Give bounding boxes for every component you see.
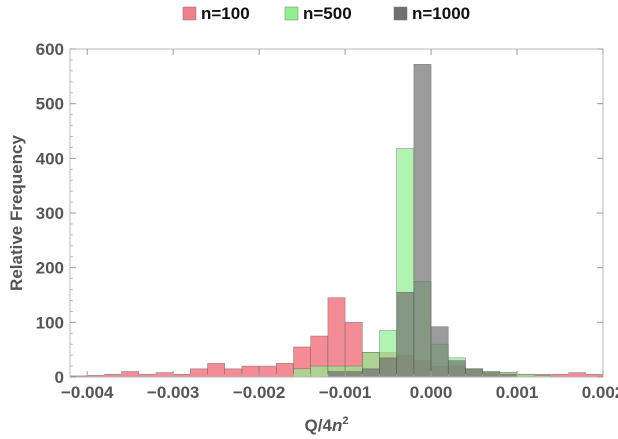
bar [361,368,380,378]
x-tick-label: −0.003 [147,383,199,402]
legend: n=100 n=500 n=1000 [182,4,470,23]
x-axis-label-exponent: 2 [342,415,348,427]
x-tick-label: −0.001 [319,383,371,402]
legend-item-n=500: n=500 [284,4,352,23]
bar [155,372,174,378]
bar [568,372,587,378]
axis-ticks [70,48,604,378]
bar [379,357,397,378]
bar [327,297,346,378]
bar [447,360,466,378]
x-axis-label: Q/4n2 [305,415,349,435]
x-tick-label: 0.000 [410,383,453,402]
y-tick-label: 100 [36,313,64,332]
y-axis-label: Relative Frequency [7,135,26,291]
x-tick-label: 0.002 [582,383,618,402]
x-axis-label-main: Q/4 [305,416,333,435]
legend-label: n=1000 [412,4,470,23]
y-tick-label: 400 [36,149,64,168]
bar [482,372,501,378]
x-tick-label: 0.001 [496,383,539,402]
bar [224,368,243,378]
series-n=1000 [327,64,518,378]
legend-label: n=500 [303,4,352,23]
bar [327,371,346,378]
y-tick-label: 500 [36,95,64,114]
series-n=100 [69,297,604,378]
bar [344,371,363,378]
y-tick-label: 0 [55,368,64,387]
y-tick-label: 600 [36,40,64,59]
x-tick-label: −0.002 [233,383,285,402]
bar [258,365,277,378]
legend-item-n=100: n=100 [182,4,250,23]
legend-item-n=1000: n=1000 [393,4,470,23]
bar [310,365,329,378]
bar [207,363,226,378]
x-axis-label-variable: n [332,416,342,435]
axis-tick-labels: −0.004 −0.003 −0.002 −0.001 0.000 0.001 0.002 0… [36,40,618,402]
bar [465,368,483,378]
legend-swatch [284,6,299,21]
bar [190,368,208,378]
legend-label: n=100 [201,4,250,23]
legend-swatch [393,6,408,21]
histogram-bars [69,64,604,378]
y-tick-label: 300 [36,204,64,223]
bar [276,363,294,378]
bar [241,365,260,378]
bar [293,368,312,378]
legend-swatch [182,6,197,21]
x-tick-label: −0.004 [61,383,114,402]
y-tick-label: 200 [36,259,64,278]
bar [396,291,415,378]
bar [413,64,432,378]
bar [121,371,140,378]
bar [430,326,449,378]
